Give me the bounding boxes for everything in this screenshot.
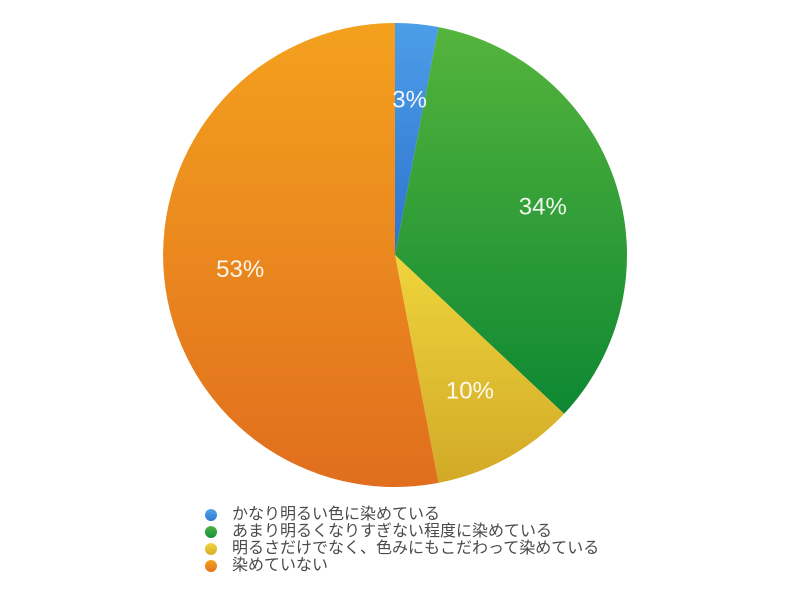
legend-dot-blue-icon bbox=[205, 508, 217, 521]
legend-dot-green-icon bbox=[205, 525, 217, 538]
legend-label-1: かなり明るい色に染めている bbox=[232, 506, 441, 523]
legend-label-4: 染めていない bbox=[232, 557, 329, 574]
legend-item-3: 明るさだけでなく、色みにもこだわって染めている bbox=[205, 540, 599, 557]
pie-slice-1 bbox=[395, 22, 439, 256]
legend-dot-orange-icon bbox=[205, 559, 217, 572]
pie-slice-3 bbox=[395, 255, 565, 483]
slice-percent-label-3: 10% bbox=[446, 378, 494, 405]
pie-slice-4 bbox=[163, 23, 439, 487]
slice-percent-label-1: 3% bbox=[392, 87, 427, 114]
legend-dot-yellow-icon bbox=[205, 542, 217, 555]
legend-label-3: 明るさだけでなく、色みにもこだわって染めている bbox=[232, 540, 600, 557]
pie-slice-2 bbox=[395, 27, 627, 414]
legend-item-4: 染めていない bbox=[205, 557, 599, 574]
slice-percent-label-4: 53% bbox=[216, 256, 264, 283]
legend-item-1: かなり明るい色に染めている bbox=[205, 506, 599, 523]
legend-item-2: あまり明るくなりすぎない程度に染めている bbox=[205, 523, 599, 540]
chart-legend: かなり明るい色に染めている あまり明るくなりすぎない程度に染めている 明るさだけ… bbox=[205, 506, 599, 574]
slice-percent-label-2: 34% bbox=[519, 194, 567, 221]
legend-label-2: あまり明るくなりすぎない程度に染めている bbox=[232, 523, 553, 540]
